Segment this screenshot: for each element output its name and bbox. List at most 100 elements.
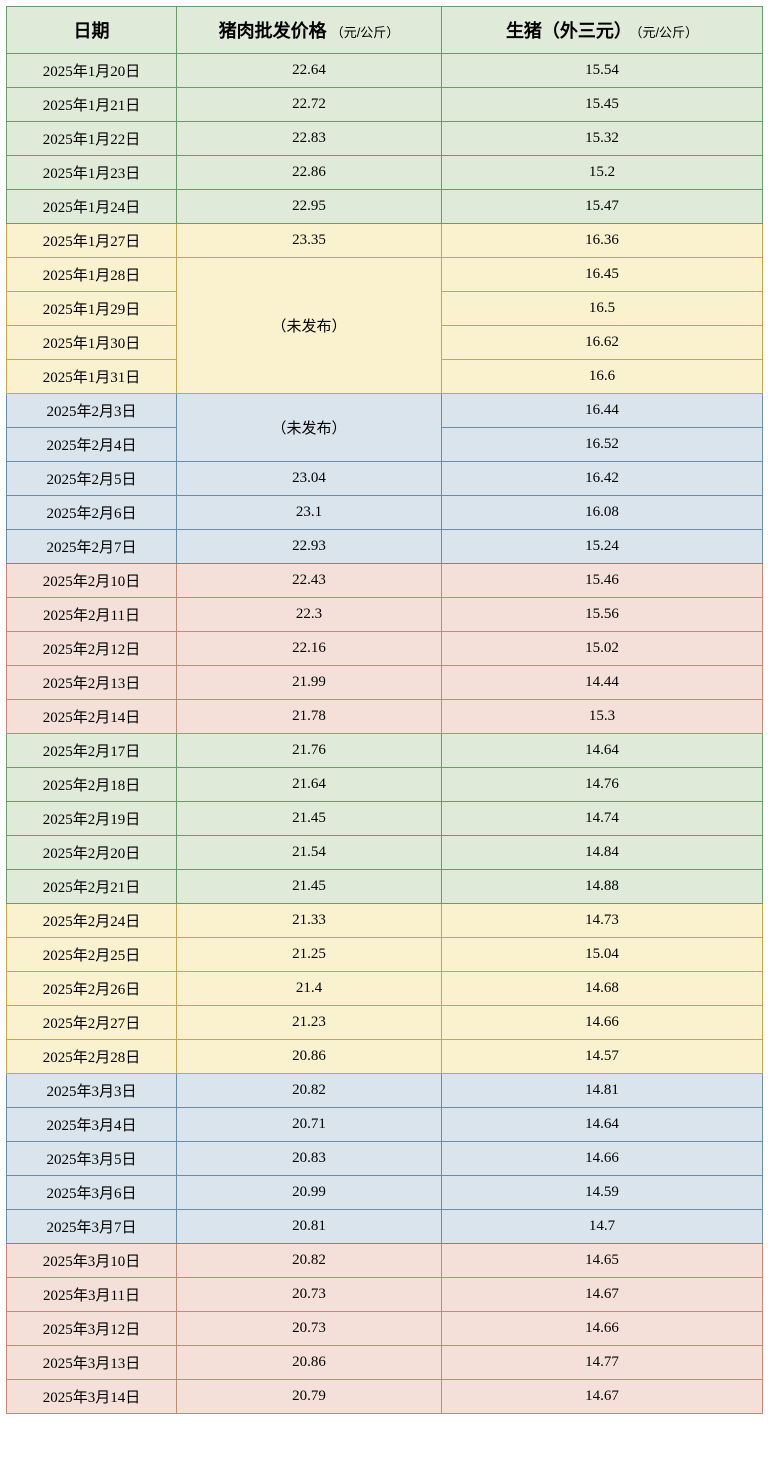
cell-price1: 22.83 — [177, 122, 442, 156]
cell-price1: 22.72 — [177, 88, 442, 122]
table-row: 2025年3月4日20.7114.64 — [7, 1108, 763, 1142]
cell-price2: 16.62 — [442, 326, 763, 360]
table-row: 2025年3月14日20.7914.67 — [7, 1380, 763, 1414]
cell-date: 2025年1月24日 — [7, 190, 177, 224]
cell-price2: 14.73 — [442, 904, 763, 938]
cell-price2: 16.6 — [442, 360, 763, 394]
table-row: 2025年2月17日21.7614.64 — [7, 734, 763, 768]
cell-price2: 16.36 — [442, 224, 763, 258]
table-row: 2025年3月6日20.9914.59 — [7, 1176, 763, 1210]
cell-price1: 22.86 — [177, 156, 442, 190]
table-row: 2025年2月27日21.2314.66 — [7, 1006, 763, 1040]
cell-date: 2025年3月6日 — [7, 1176, 177, 1210]
cell-price2: 16.52 — [442, 428, 763, 462]
cell-price1: 21.99 — [177, 666, 442, 700]
cell-date: 2025年1月21日 — [7, 88, 177, 122]
table-row: 2025年2月28日20.8614.57 — [7, 1040, 763, 1074]
cell-date: 2025年1月20日 — [7, 54, 177, 88]
cell-date: 2025年3月12日 — [7, 1312, 177, 1346]
table-row: 2025年1月28日（未发布）16.45 — [7, 258, 763, 292]
cell-price1: 21.25 — [177, 938, 442, 972]
cell-date: 2025年1月27日 — [7, 224, 177, 258]
cell-price2: 14.66 — [442, 1006, 763, 1040]
table-row: 2025年2月11日22.315.56 — [7, 598, 763, 632]
table-row: 2025年3月3日20.8214.81 — [7, 1074, 763, 1108]
table-row: 2025年2月13日21.9914.44 — [7, 666, 763, 700]
table-row: 2025年2月7日22.9315.24 — [7, 530, 763, 564]
table-row: 2025年2月6日23.116.08 — [7, 496, 763, 530]
cell-price1: 20.82 — [177, 1074, 442, 1108]
cell-date: 2025年1月29日 — [7, 292, 177, 326]
cell-price1: 21.23 — [177, 1006, 442, 1040]
header-price1-unit: （元/公斤） — [331, 25, 400, 40]
cell-price1: 20.73 — [177, 1312, 442, 1346]
table-row: 2025年2月20日21.5414.84 — [7, 836, 763, 870]
cell-price2: 15.2 — [442, 156, 763, 190]
cell-date: 2025年3月11日 — [7, 1278, 177, 1312]
cell-price1: 21.54 — [177, 836, 442, 870]
header-price2: 生猪（外三元） （元/公斤） — [442, 7, 763, 54]
cell-price1-not-published: （未发布） — [177, 394, 442, 462]
cell-price1: 22.95 — [177, 190, 442, 224]
cell-price2: 15.54 — [442, 54, 763, 88]
table-row: 2025年1月22日22.8315.32 — [7, 122, 763, 156]
table-row: 2025年2月18日21.6414.76 — [7, 768, 763, 802]
price-table: 日期 猪肉批发价格（元/公斤） 生猪（外三元）（元/公斤） 2025年1月20日… — [6, 6, 763, 1414]
table-row: 2025年1月21日22.7215.45 — [7, 88, 763, 122]
cell-date: 2025年2月7日 — [7, 530, 177, 564]
cell-date: 2025年2月12日 — [7, 632, 177, 666]
cell-price2: 14.77 — [442, 1346, 763, 1380]
cell-date: 2025年2月28日 — [7, 1040, 177, 1074]
header-price2-unit: （元/公斤） — [636, 25, 698, 40]
cell-price2: 15.46 — [442, 564, 763, 598]
cell-price2: 14.88 — [442, 870, 763, 904]
cell-date: 2025年2月3日 — [7, 394, 177, 428]
cell-price2: 14.65 — [442, 1244, 763, 1278]
cell-date: 2025年2月5日 — [7, 462, 177, 496]
cell-date: 2025年2月19日 — [7, 802, 177, 836]
cell-price1: 20.82 — [177, 1244, 442, 1278]
cell-date: 2025年1月31日 — [7, 360, 177, 394]
cell-price1: 20.83 — [177, 1142, 442, 1176]
table-row: 2025年3月13日20.8614.77 — [7, 1346, 763, 1380]
cell-price1: 21.45 — [177, 870, 442, 904]
cell-price2: 15.32 — [442, 122, 763, 156]
cell-date: 2025年2月17日 — [7, 734, 177, 768]
table-row: 2025年3月10日20.8214.65 — [7, 1244, 763, 1278]
cell-price1: 20.81 — [177, 1210, 442, 1244]
cell-price1: 20.71 — [177, 1108, 442, 1142]
cell-price2: 15.04 — [442, 938, 763, 972]
table-row: 2025年1月27日23.3516.36 — [7, 224, 763, 258]
cell-price1: 20.99 — [177, 1176, 442, 1210]
cell-price2: 16.08 — [442, 496, 763, 530]
cell-date: 2025年2月24日 — [7, 904, 177, 938]
table-row: 2025年2月10日22.4315.46 — [7, 564, 763, 598]
cell-date: 2025年3月4日 — [7, 1108, 177, 1142]
cell-date: 2025年2月18日 — [7, 768, 177, 802]
cell-price2: 14.44 — [442, 666, 763, 700]
cell-price2: 14.64 — [442, 734, 763, 768]
table-row: 2025年3月7日20.8114.7 — [7, 1210, 763, 1244]
cell-price2: 15.47 — [442, 190, 763, 224]
cell-date: 2025年3月5日 — [7, 1142, 177, 1176]
cell-price2: 14.59 — [442, 1176, 763, 1210]
cell-price2: 14.57 — [442, 1040, 763, 1074]
cell-date: 2025年2月21日 — [7, 870, 177, 904]
cell-price1: 21.33 — [177, 904, 442, 938]
cell-price1: 20.79 — [177, 1380, 442, 1414]
header-price2-main: 生猪（外三元） — [506, 21, 632, 41]
cell-date: 2025年1月22日 — [7, 122, 177, 156]
cell-date: 2025年2月10日 — [7, 564, 177, 598]
cell-price1: 21.64 — [177, 768, 442, 802]
table-row: 2025年2月24日21.3314.73 — [7, 904, 763, 938]
cell-price2: 14.66 — [442, 1142, 763, 1176]
table-row: 2025年2月25日21.2515.04 — [7, 938, 763, 972]
cell-price2: 16.42 — [442, 462, 763, 496]
cell-date: 2025年3月14日 — [7, 1380, 177, 1414]
cell-price2: 14.84 — [442, 836, 763, 870]
table-row: 2025年1月20日22.6415.54 — [7, 54, 763, 88]
cell-price1: 23.35 — [177, 224, 442, 258]
cell-price2: 15.45 — [442, 88, 763, 122]
cell-price1: 23.1 — [177, 496, 442, 530]
cell-price2: 16.5 — [442, 292, 763, 326]
